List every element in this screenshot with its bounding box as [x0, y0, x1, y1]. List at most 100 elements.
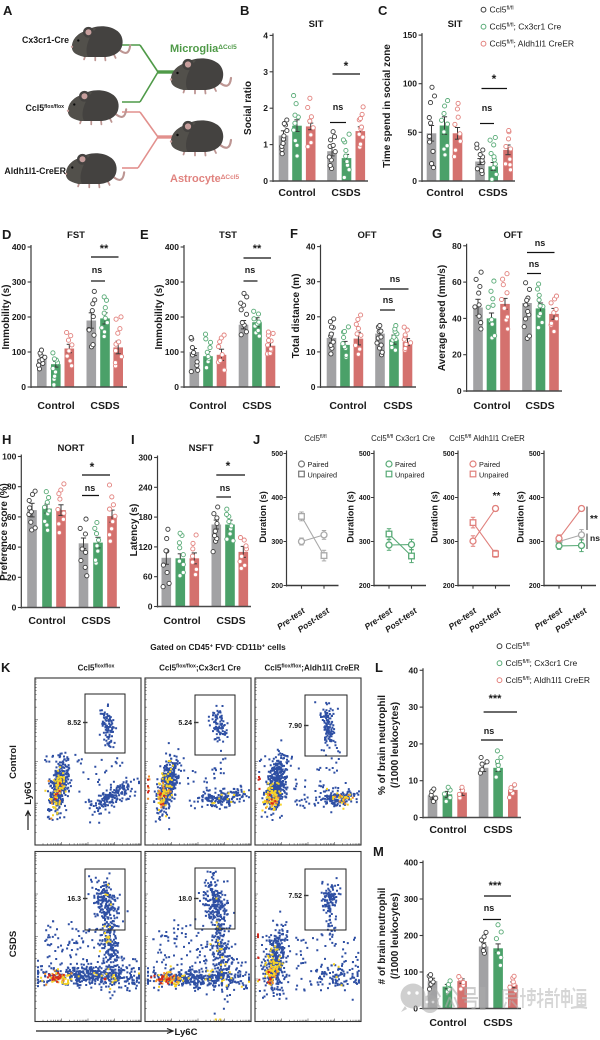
svg-text:Immobility (s): Immobility (s)	[154, 284, 165, 349]
svg-text:400: 400	[443, 495, 455, 502]
svg-text:CSDS: CSDS	[90, 400, 119, 412]
svg-text:L: L	[375, 660, 383, 675]
svg-text:10: 10	[306, 347, 316, 357]
svg-text:40: 40	[409, 665, 419, 675]
svg-text:**: **	[590, 514, 598, 525]
svg-text:0: 0	[311, 382, 316, 392]
svg-text:*: *	[344, 59, 349, 73]
svg-text:5.24: 5.24	[178, 720, 192, 727]
svg-text:300: 300	[529, 539, 541, 546]
svg-text:4: 4	[263, 30, 268, 40]
svg-text:C: C	[378, 3, 388, 18]
svg-text:18.0: 18.0	[178, 896, 192, 903]
svg-text:40: 40	[7, 542, 17, 552]
svg-text:100: 100	[165, 347, 179, 357]
svg-text:Social ratio: Social ratio	[243, 81, 254, 135]
svg-text:ns: ns	[85, 483, 96, 493]
svg-text:NSFT: NSFT	[189, 443, 214, 454]
svg-text:300: 300	[404, 894, 418, 904]
svg-text:Control: Control	[429, 1017, 466, 1029]
svg-text:Total distance (m): Total distance (m)	[291, 274, 302, 359]
svg-text:0: 0	[12, 603, 17, 613]
svg-text:CSDS: CSDS	[483, 824, 512, 836]
svg-text:200: 200	[404, 931, 418, 941]
svg-text:300: 300	[12, 277, 26, 287]
svg-text:# of brain neutrophil: # of brain neutrophil	[377, 887, 388, 984]
svg-text:400: 400	[359, 495, 371, 502]
svg-text:100: 100	[12, 347, 26, 357]
svg-text:20: 20	[409, 739, 419, 749]
svg-text:CSDS: CSDS	[8, 931, 19, 957]
svg-text:3: 3	[263, 67, 268, 77]
svg-text:TST: TST	[219, 230, 237, 241]
svg-text:Control: Control	[189, 400, 226, 412]
svg-text:CSDS: CSDS	[331, 187, 360, 199]
svg-text:Ccl5fl/fl; Aldh1l1 CreER: Ccl5fl/fl; Aldh1l1 CreER	[506, 675, 591, 685]
svg-text:CSDS: CSDS	[383, 400, 412, 412]
svg-text:Control: Control	[37, 400, 74, 412]
svg-text:ns: ns	[484, 903, 495, 913]
svg-text:300: 300	[443, 539, 455, 546]
svg-text:E: E	[140, 227, 149, 242]
svg-text:Ccl5flox/flox;Aldh1l1 CreER: Ccl5flox/flox;Aldh1l1 CreER	[264, 664, 359, 673]
svg-text:40: 40	[306, 242, 316, 252]
svg-text:*: *	[492, 72, 497, 86]
svg-text:ns: ns	[220, 483, 231, 493]
svg-text:Ccl5flox/flox;Cx3cr1 Cre: Ccl5flox/flox;Cx3cr1 Cre	[159, 664, 241, 673]
svg-text:Duration (s): Duration (s)	[516, 491, 526, 543]
svg-text:Ccl5fl/fl Cx3cr1 Cre: Ccl5fl/fl Cx3cr1 Cre	[371, 434, 435, 443]
svg-text:200: 200	[359, 583, 371, 590]
svg-text:0: 0	[21, 382, 26, 392]
svg-text:(/1000 leukocytes): (/1000 leukocytes)	[390, 893, 401, 979]
svg-text:100: 100	[404, 967, 418, 977]
svg-text:240: 240	[138, 482, 152, 492]
svg-text:60: 60	[452, 277, 462, 287]
svg-text:400: 400	[12, 242, 26, 252]
svg-text:Aldh1l1-CreER: Aldh1l1-CreER	[4, 166, 66, 176]
svg-text:40: 40	[452, 313, 462, 323]
svg-text:Duration (s): Duration (s)	[258, 491, 268, 543]
svg-text:0: 0	[263, 176, 268, 186]
svg-text:20: 20	[7, 572, 17, 582]
svg-text:D: D	[2, 227, 11, 242]
svg-text:20: 20	[452, 350, 462, 360]
svg-text:Control: Control	[426, 187, 463, 199]
svg-text:100: 100	[2, 452, 16, 462]
svg-text:ns: ns	[590, 533, 600, 543]
svg-text:CSDS: CSDS	[525, 400, 554, 412]
svg-text:B: B	[240, 3, 249, 18]
svg-text:G: G	[432, 226, 442, 241]
svg-text:Control: Control	[473, 400, 510, 412]
svg-text:ns: ns	[92, 265, 103, 275]
svg-text:30: 30	[306, 277, 316, 287]
svg-text:ns: ns	[482, 103, 493, 113]
svg-text:CSDS: CSDS	[216, 615, 245, 627]
svg-text:400: 400	[271, 495, 283, 502]
svg-text:Latency (s): Latency (s)	[129, 504, 140, 557]
svg-text:Unpaired: Unpaired	[308, 471, 338, 480]
svg-text:Control: Control	[163, 615, 200, 627]
svg-text:Paired: Paired	[308, 460, 329, 469]
svg-text:NORT: NORT	[58, 443, 85, 454]
svg-text:ns: ns	[535, 238, 546, 248]
svg-text:***: ***	[489, 880, 503, 892]
svg-text:Ccl5flox/flox: Ccl5flox/flox	[78, 664, 115, 673]
svg-text:Ly6C: Ly6C	[175, 1027, 198, 1038]
svg-text:H: H	[2, 432, 11, 447]
svg-text:Preference score (%): Preference score (%)	[0, 483, 10, 580]
svg-text:400: 400	[404, 858, 418, 868]
svg-text:Unpaired: Unpaired	[395, 471, 425, 480]
svg-text:*: *	[90, 460, 95, 474]
svg-text:CSDS: CSDS	[483, 1017, 512, 1029]
svg-text:500: 500	[359, 451, 371, 458]
svg-text:***: ***	[489, 693, 503, 705]
svg-text:0: 0	[148, 602, 153, 612]
svg-text:**: **	[100, 243, 109, 255]
svg-text:Control: Control	[278, 187, 315, 199]
svg-text:0: 0	[413, 1004, 418, 1014]
svg-text:Ccl5fl/fl: Ccl5fl/fl	[506, 641, 530, 651]
svg-text:(/1000 leukocytes): (/1000 leukocytes)	[390, 702, 401, 788]
svg-text:Control: Control	[28, 615, 65, 627]
svg-text:ns: ns	[390, 274, 401, 284]
svg-text:200: 200	[12, 312, 26, 322]
